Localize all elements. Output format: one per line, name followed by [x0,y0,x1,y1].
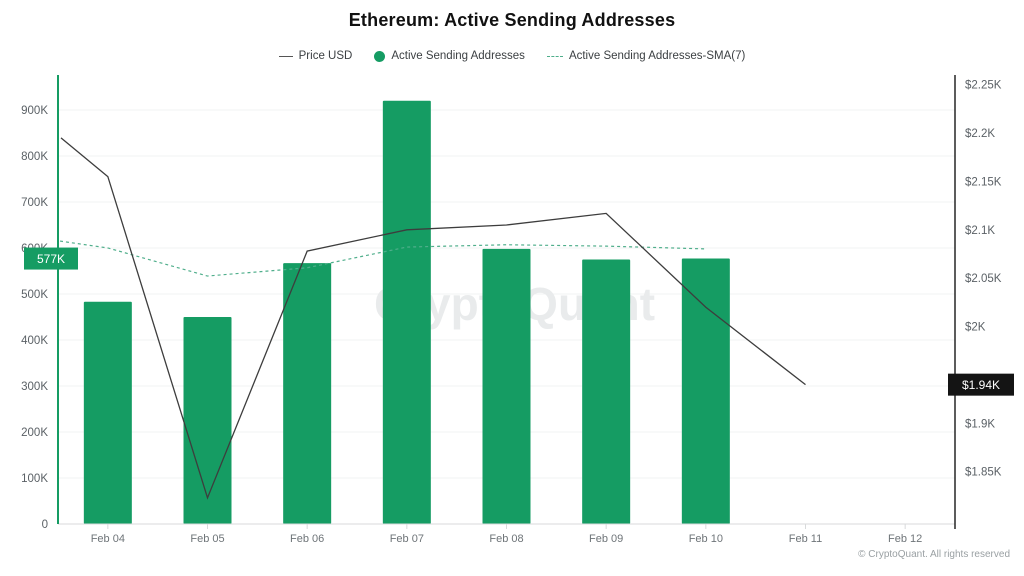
left-axis-label: 500K [21,289,48,301]
left-axis-label: 200K [21,427,48,439]
price-line [60,137,806,500]
left-axis-label: 700K [21,197,48,209]
x-axis-label: Feb 06 [290,533,324,545]
legend: Price USD Active Sending Addresses Activ… [0,50,1024,62]
legend-label: Active Sending Addresses-SMA(7) [568,50,746,62]
x-axis-label: Feb 08 [489,533,523,545]
legend-label: Price USD [298,50,353,62]
sma-line [59,240,706,277]
x-axis-label: Feb 07 [390,533,424,545]
bar-feb-04 [83,301,132,524]
attribution: © CryptoQuant. All rights reserved [858,549,1010,560]
legend-label: Active Sending Addresses [391,50,525,62]
bar-feb-08 [482,248,531,524]
x-axis-label: Feb 11 [789,533,822,545]
legend-item-sma7[interactable]: Active Sending Addresses-SMA(7) [546,50,746,62]
right-axis-label: $2.05K [965,273,1002,285]
bar-feb-05 [183,316,232,524]
left-axis-label: 800K [21,151,48,163]
left-axis-label: 100K [21,473,48,485]
legend-item-price-usd[interactable]: Price USD [278,50,353,62]
right-axis-label: $2K [965,322,986,334]
left-value-badge [24,247,78,270]
bar-series-swatch-icon [374,50,386,62]
right-axis-label: $1.85K [965,467,1002,479]
price-line-icon [278,55,293,57]
bar-feb-10 [681,258,730,524]
left-axis-label: 0 [42,519,48,531]
x-axis-label: Feb 09 [589,533,623,545]
right-axis-label: $2.2K [965,128,995,140]
bar-feb-09 [582,259,631,524]
sma-dash-icon [546,55,563,57]
x-axis-label: Feb 04 [91,533,125,545]
right-axis-label: $2.25K [965,80,1002,92]
legend-item-active-sending-addresses[interactable]: Active Sending Addresses [374,50,525,62]
x-axis-label: Feb 12 [888,533,922,545]
x-axis-label: Feb 10 [689,533,723,545]
x-axis-label: Feb 05 [190,533,224,545]
left-axis-label: 400K [21,335,48,347]
right-price-badge [948,373,1014,396]
right-axis-label: $2.15K [965,176,1002,188]
bar-feb-07 [382,100,431,524]
right-axis-label: $2.1K [965,225,995,237]
page-title: Ethereum: Active Sending Addresses [348,10,676,30]
left-axis-label: 900K [21,105,48,117]
right-price-badge-text: $1.94K [962,378,1000,392]
bar-feb-06 [283,263,332,524]
left-value-badge-text: 577K [37,252,65,266]
right-axis-label: $1.9K [965,418,995,430]
left-axis-label: 300K [21,381,48,393]
